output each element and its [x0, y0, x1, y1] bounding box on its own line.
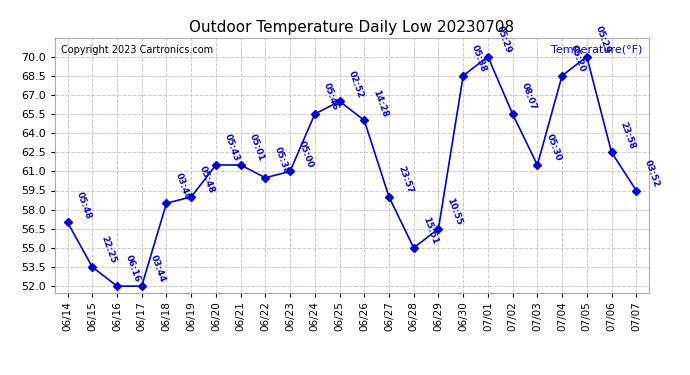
- Text: 05:43: 05:43: [223, 133, 241, 163]
- Text: Copyright 2023 Cartronics.com: Copyright 2023 Cartronics.com: [61, 45, 213, 55]
- Text: 14:28: 14:28: [371, 88, 389, 118]
- Text: 10:55: 10:55: [445, 197, 464, 226]
- Text: 05:29: 05:29: [593, 24, 612, 54]
- Text: 03:52: 03:52: [643, 159, 662, 188]
- Text: 06:16: 06:16: [124, 254, 142, 284]
- Text: 05:48: 05:48: [198, 165, 217, 195]
- Text: 05:00: 05:00: [297, 140, 315, 169]
- Text: 05:46: 05:46: [322, 82, 340, 112]
- Text: 05:38: 05:38: [273, 146, 290, 176]
- Text: 02:52: 02:52: [346, 69, 365, 99]
- Text: 03:40: 03:40: [173, 171, 192, 201]
- Text: 05:01: 05:01: [248, 133, 266, 163]
- Text: Temperature(°F): Temperature(°F): [551, 45, 642, 55]
- Text: 15:51: 15:51: [421, 216, 439, 246]
- Text: 05:48: 05:48: [75, 190, 92, 220]
- Text: 23:58: 23:58: [618, 120, 637, 150]
- Text: 23:57: 23:57: [396, 165, 414, 195]
- Text: 05:29: 05:29: [495, 24, 513, 54]
- Text: 03:44: 03:44: [148, 254, 167, 284]
- Text: 22:25: 22:25: [99, 235, 117, 265]
- Text: 05:30: 05:30: [544, 133, 562, 163]
- Text: 05:20: 05:20: [569, 44, 587, 74]
- Text: 08:07: 08:07: [520, 82, 538, 112]
- Title: Outdoor Temperature Daily Low 20230708: Outdoor Temperature Daily Low 20230708: [189, 20, 515, 35]
- Text: 05:38: 05:38: [470, 44, 489, 74]
